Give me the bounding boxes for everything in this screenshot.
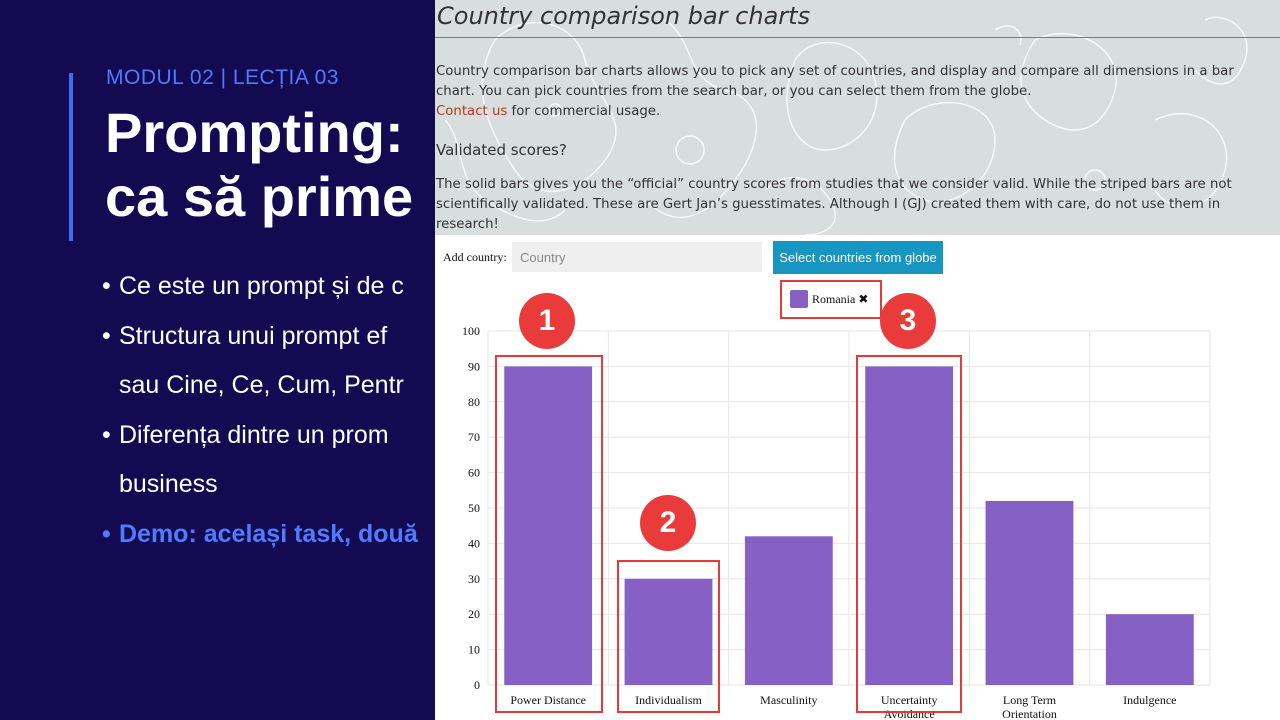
bullet-text: sau Cine, Ce, Cum, Pentr (119, 371, 404, 399)
y-tick-label: 40 (468, 536, 480, 550)
bar-uncertainty-avoidance (865, 366, 954, 685)
callout-box-legend (780, 280, 882, 319)
page-title: Country comparison bar charts (437, 2, 811, 30)
slide-accent-bar (69, 73, 73, 241)
bullet-continuation: sau Cine, Ce, Cum, Pentr (100, 361, 418, 411)
slide-background: MODUL 02 | LECȚIA 03 Prompting: ca să pr… (0, 0, 440, 720)
slide-title-line-2: ca să prime (105, 165, 414, 228)
callout-box-2 (617, 560, 720, 713)
bullet-item: • Diferența dintre un prom (100, 411, 418, 461)
y-tick-label: 10 (468, 643, 480, 657)
intro-paragraph: Country comparison bar charts allows you… (436, 62, 1271, 122)
bullet-text: Ce este un prompt și de c (119, 272, 404, 300)
bullet-item: • Structura unui prompt ef (100, 312, 418, 362)
x-category-label: Indulgence (1123, 693, 1176, 707)
y-tick-label: 70 (468, 430, 480, 444)
slide-title-line-1: Prompting: (105, 101, 404, 164)
legend-country-label: Romania (812, 291, 856, 306)
y-tick-label: 80 (468, 395, 480, 409)
x-category-label: Avoidance (884, 707, 935, 720)
bullet-continuation: business (100, 460, 418, 510)
title-divider (435, 37, 1280, 38)
slide-bullet-list: • Ce este un prompt și de c • Structura un… (100, 262, 418, 559)
callout-box-3 (856, 355, 962, 713)
bullet-dot-icon: • (102, 420, 111, 449)
y-tick-label: 50 (468, 501, 480, 515)
callout-badge-1: 1 (519, 293, 575, 349)
bullet-item: • Ce este un prompt și de c (100, 262, 418, 312)
bar-individualism (624, 578, 713, 685)
bullet-dot-icon: • (102, 321, 111, 350)
bar-indulgence (1105, 614, 1194, 685)
x-category-label: Uncertainty (881, 693, 938, 707)
country-comparison-panel: Country comparison bar charts Country co… (435, 0, 1280, 720)
y-tick-label: 60 (468, 466, 480, 480)
remove-country-icon[interactable]: ✖ (858, 291, 869, 306)
y-tick-label: 20 (468, 607, 480, 621)
page-header-area: Country comparison bar charts Country co… (435, 0, 1280, 235)
y-tick-label: 100 (462, 324, 480, 338)
callout-badge-2: 2 (640, 495, 696, 551)
module-label: MODUL 02 | LECȚIA 03 (106, 66, 339, 89)
bullet-text: business (119, 470, 218, 498)
bullet-text: Structura unui prompt ef (119, 321, 388, 350)
bullet-text: Demo: același task, două (119, 519, 418, 548)
bar-masculinity (744, 536, 833, 685)
country-search-input[interactable] (512, 242, 762, 272)
bullet-dot-icon: • (102, 272, 111, 300)
contact-suffix-text: for commercial usage. (507, 104, 661, 119)
bar-long-term-orientation (985, 500, 1074, 685)
y-tick-label: 30 (468, 572, 480, 586)
callout-box-1 (495, 355, 603, 713)
x-category-label: Power Distance (510, 693, 586, 707)
legend-swatch (790, 290, 808, 308)
intro-text: Country comparison bar charts allows you… (436, 64, 1234, 99)
bullet-text: Diferența dintre un prom (119, 420, 389, 449)
y-tick-label: 90 (468, 359, 480, 373)
x-category-label: Individualism (635, 693, 702, 707)
bullet-item-demo: • Demo: același task, două (100, 510, 418, 560)
select-from-globe-button[interactable]: Select countries from globe (773, 241, 943, 274)
validated-scores-text: The solid bars gives you the “official” … (436, 177, 1232, 232)
y-tick-label: 0 (474, 678, 480, 692)
bar-chart: 0 10 20 30 40 50 60 70 80 90 100 Power Distance Indi… (462, 324, 1211, 720)
validated-scores-heading: Validated scores? (436, 141, 567, 159)
bar-power-distance (504, 366, 593, 685)
legend-country-chip: Romania ✖ (790, 288, 868, 310)
bullet-dot-icon: • (102, 519, 111, 548)
background-pattern-icon (444, 16, 1248, 235)
x-category-label: Orientation (1002, 707, 1057, 720)
add-country-label: Add country: (443, 250, 507, 264)
slide-title: Prompting: ca să prime (105, 101, 413, 229)
x-category-label: Long Term (1003, 693, 1057, 707)
contact-us-link[interactable]: Contact us (436, 104, 508, 119)
x-category-label: Masculinity (760, 693, 817, 707)
callout-badge-3: 3 (880, 293, 936, 349)
